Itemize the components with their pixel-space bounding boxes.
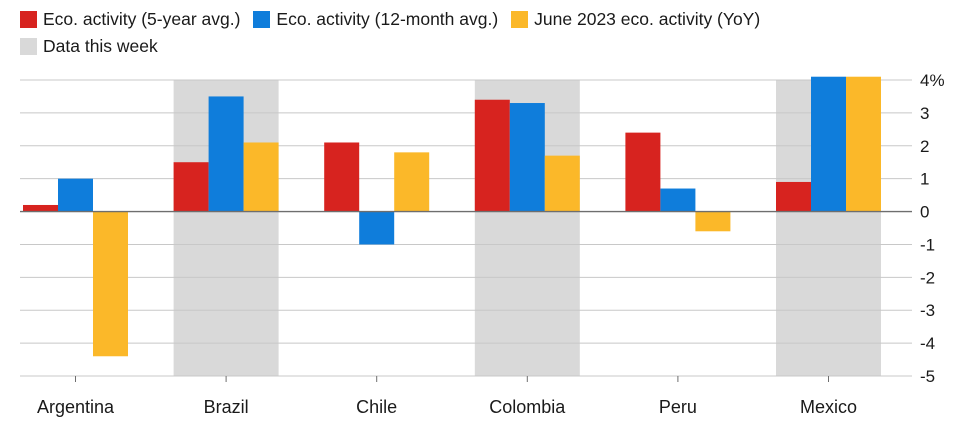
legend-label: Data this week [43, 36, 158, 56]
x-category-label-argentina: Argentina [37, 397, 115, 417]
y-tick-label: 0 [920, 203, 929, 222]
legend-swatch-blue [253, 11, 271, 28]
y-tick-label: -4 [920, 334, 935, 353]
legend-row-highlight: Data this week [20, 33, 960, 60]
bar-argentina-series-0 [23, 204, 58, 212]
y-tick-label: -5 [920, 367, 935, 386]
y-tick-label: -1 [920, 235, 935, 254]
y-tick-label: 3 [920, 104, 929, 123]
y-tick-label: -3 [920, 301, 935, 320]
bar-brazil-series-0 [173, 162, 209, 212]
legend-label: June 2023 eco. activity (YoY) [534, 9, 761, 29]
bar-chile-series-0 [324, 142, 360, 212]
bar-mexico-series-1 [811, 76, 846, 212]
legend-swatch-yellow [511, 11, 529, 28]
bar-peru-series-2 [695, 211, 731, 232]
y-tick-label: 2 [920, 137, 929, 156]
y-tick-label: -2 [920, 268, 935, 287]
legend-row-series: Eco. activity (5-year avg.) Eco. activit… [20, 6, 960, 33]
x-category-label-mexico: Mexico [800, 397, 857, 417]
bar-argentina-series-2 [93, 211, 128, 357]
bar-colombia-series-1 [509, 103, 545, 212]
bar-peru-series-1 [660, 188, 696, 212]
bar-mexico-series-2 [846, 76, 881, 212]
bar-mexico-series-0 [776, 181, 811, 212]
y-tick-label: 1 [920, 170, 929, 189]
x-category-label-chile: Chile [356, 397, 397, 417]
bars [23, 76, 881, 357]
legend-item-12-month-avg: Eco. activity (12-month avg.) [253, 9, 498, 30]
x-category-label-brazil: Brazil [204, 397, 249, 417]
bar-chile-series-2 [394, 152, 430, 212]
gridlines [20, 79, 912, 377]
bar-brazil-series-1 [208, 96, 244, 212]
legend: Eco. activity (5-year avg.) Eco. activit… [20, 6, 960, 60]
bar-colombia-series-0 [474, 99, 510, 212]
x-axis-category-labels: Argentina Brazil Chile Colombia Peru Mexico [37, 376, 857, 417]
legend-swatch-red [20, 11, 37, 28]
bar-peru-series-0 [625, 132, 661, 212]
legend-label: Eco. activity (5-year avg.) [43, 9, 241, 29]
legend-item-data-this-week: Data this week [20, 36, 158, 57]
legend-item-june-2023-yoy: June 2023 eco. activity (YoY) [511, 9, 760, 30]
x-category-label-peru: Peru [659, 397, 697, 417]
y-axis-tick-labels: 4% 3 2 1 0 -1 -2 -3 -4 -5 [920, 71, 945, 386]
bar-chile-series-1 [359, 211, 395, 245]
bar-colombia-series-2 [544, 155, 580, 212]
legend-label: Eco. activity (12-month avg.) [276, 9, 499, 29]
legend-item-5-year-avg: Eco. activity (5-year avg.) [20, 9, 240, 30]
bar-brazil-series-2 [243, 142, 279, 212]
legend-swatch-gray [20, 38, 37, 55]
x-category-label-colombia: Colombia [489, 397, 566, 417]
y-tick-label: 4% [920, 71, 945, 90]
bar-argentina-series-1 [58, 178, 93, 212]
